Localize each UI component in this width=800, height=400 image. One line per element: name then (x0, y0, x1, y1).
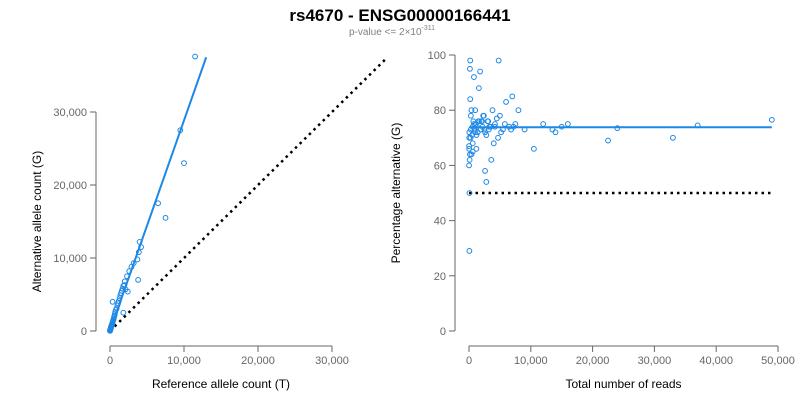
right-data-point (498, 129, 505, 136)
right-data-point (485, 118, 492, 125)
left-reference-line (109, 56, 389, 332)
right-x-tick-label: 40,000 (699, 355, 733, 367)
right-y-tick-label: 100 (428, 50, 446, 62)
right-data-point (473, 132, 480, 138)
right-data-point (490, 140, 497, 147)
right-data-point (466, 129, 473, 136)
left-fit-line (109, 56, 208, 332)
right-data-point (466, 248, 473, 254)
right-y-tick-label: 0 (440, 326, 446, 338)
left-y-tick-label: 0 (81, 326, 87, 338)
left-data-point (135, 277, 142, 283)
right-data-point (469, 148, 476, 155)
right-data-point (515, 107, 522, 114)
right-plot: 0 10,000 20,000 30,000 40,000 50,000 0 20 40 60 80… (389, 50, 795, 391)
left-x-tick-label: 10,000 (167, 355, 201, 367)
right-data-point (503, 99, 509, 105)
right-data-point (468, 107, 475, 114)
left-y-axis-label: Alternative allele count (G) (30, 151, 44, 292)
right-data-point (466, 190, 473, 196)
right-y-tick-label: 60 (434, 160, 446, 172)
right-data-point (466, 143, 473, 149)
subtitle-prefix: p-value <= 2×10 (349, 27, 422, 38)
left-plot: 0 10,000 20,000 30,000 0 10,000 20,000 30,000 Re… (30, 53, 389, 391)
right-data-point (605, 137, 611, 144)
right-y-axis-label: Percentage alternative (G) (389, 123, 403, 264)
left-x-axis-label: Reference allele count (T) (152, 377, 290, 391)
left-data-point (162, 214, 169, 221)
right-x-axis-label: Total number of reads (565, 377, 681, 391)
right-data-point (530, 145, 537, 152)
right-data-point (477, 68, 484, 75)
left-data-point (181, 160, 187, 167)
right-data-point (467, 134, 474, 141)
left-y-tick-label: 20,000 (53, 180, 87, 192)
right-data-point (467, 112, 474, 119)
right-data-point (482, 129, 488, 136)
right-data-point (471, 74, 477, 80)
right-x-tick-label: 20,000 (576, 355, 610, 367)
right-data-point (483, 179, 490, 185)
right-data-point (501, 121, 508, 127)
figure-title: rs4670 - ENSG00000166441 (289, 6, 510, 25)
right-data-point (466, 145, 473, 152)
right-x-tick-label: 50,000 (761, 355, 795, 367)
right-data-point (476, 118, 483, 125)
right-data-point (466, 162, 472, 169)
right-y-tick-label: 20 (434, 271, 446, 283)
right-data-point (552, 129, 559, 136)
right-data-point (479, 118, 485, 125)
right-data-point (509, 93, 516, 100)
right-data-point (469, 140, 476, 147)
right-y-tick-label: 80 (434, 105, 446, 117)
right-data-point (493, 115, 500, 122)
right-x-tick-label: 0 (466, 355, 472, 367)
right-data-point (466, 156, 473, 163)
right-data-point (475, 85, 482, 92)
right-data-point (768, 116, 775, 123)
right-data-point (540, 121, 547, 127)
right-y-tick-label: 40 (434, 216, 446, 228)
left-x-tick-label: 30,000 (315, 355, 349, 367)
right-data-point (467, 65, 473, 72)
right-data-point (489, 107, 496, 114)
left-data-point (120, 309, 127, 316)
left-data-point (192, 53, 199, 60)
left-y-tick-label: 10,000 (53, 253, 87, 265)
left-x-tick-label: 20,000 (241, 355, 275, 367)
left-x-tick-label: 0 (107, 355, 113, 367)
left-data-point (124, 288, 131, 295)
figure-subtitle: p-value <= 2×10-311 (349, 25, 435, 38)
right-data-point (472, 107, 479, 114)
right-data-point (480, 112, 487, 119)
right-data-point (488, 156, 495, 163)
right-data-point (467, 57, 474, 64)
right-x-tick-label: 30,000 (638, 355, 672, 367)
right-data-point (483, 132, 490, 138)
right-data-point (495, 134, 501, 141)
right-data-point (470, 118, 477, 125)
left-data-point (109, 298, 116, 305)
right-data-point (467, 96, 474, 103)
right-x-tick-label: 10,000 (514, 355, 548, 367)
right-data-point (497, 112, 503, 119)
right-data-point (482, 168, 488, 174)
right-data-point (670, 134, 676, 141)
subtitle-exponent: -311 (422, 25, 436, 32)
left-y-tick-label: 30,000 (53, 107, 87, 119)
right-data-point (564, 121, 571, 127)
right-data-point (473, 145, 480, 152)
right-data-point (495, 57, 502, 64)
